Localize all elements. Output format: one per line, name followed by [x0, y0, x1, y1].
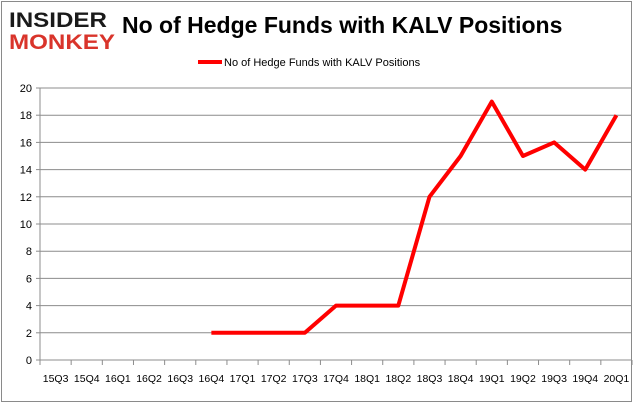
- x-tick-label: 16Q1: [105, 373, 131, 385]
- x-tick-label: 15Q4: [74, 373, 100, 385]
- x-tick-label: 18Q1: [354, 373, 380, 385]
- y-tick-label: 10: [20, 219, 32, 231]
- x-tick-label: 18Q3: [417, 373, 443, 385]
- x-tick-label: 19Q4: [572, 373, 598, 385]
- svg-text:MONKEY: MONKEY: [9, 31, 115, 52]
- chart-title: No of Hedge Funds with KALV Positions: [122, 12, 563, 38]
- y-tick-label: 12: [20, 192, 32, 204]
- x-tick-label: 17Q3: [292, 373, 318, 385]
- legend: No of Hedge Funds with KALV Positions: [198, 57, 421, 69]
- x-tick-label: 18Q2: [385, 373, 411, 385]
- x-tick-label: 19Q2: [510, 373, 536, 385]
- svg-text:INSIDER: INSIDER: [9, 9, 107, 32]
- y-tick-label: 4: [26, 301, 32, 313]
- x-tick-label: 16Q2: [136, 373, 162, 385]
- x-tick-label: 20Q1: [604, 373, 630, 385]
- x-tick-label: 17Q4: [323, 373, 349, 385]
- y-tick-label: 20: [20, 83, 32, 95]
- y-tick-label: 18: [20, 110, 32, 122]
- y-tick-label: 16: [20, 137, 32, 149]
- y-tick-label: 8: [26, 246, 32, 258]
- y-tick-label: 0: [26, 355, 32, 367]
- x-tick-label: 18Q4: [448, 373, 474, 385]
- legend-label: No of Hedge Funds with KALV Positions: [224, 57, 421, 69]
- x-tick-label: 16Q3: [167, 373, 193, 385]
- x-tick-label: 17Q1: [230, 373, 256, 385]
- y-tick-label: 6: [26, 273, 32, 285]
- x-tick-label: 19Q1: [479, 373, 505, 385]
- x-tick-label: 17Q2: [261, 373, 287, 385]
- x-tick-label: 16Q4: [199, 373, 225, 385]
- series-line: [211, 99, 619, 335]
- insider-monkey-logo: INSIDER MONKEY: [9, 9, 115, 52]
- x-tick-label: 19Q3: [541, 373, 567, 385]
- x-tick-label: 15Q3: [43, 373, 69, 385]
- y-tick-label: 14: [20, 165, 32, 177]
- y-tick-label: 2: [26, 328, 32, 340]
